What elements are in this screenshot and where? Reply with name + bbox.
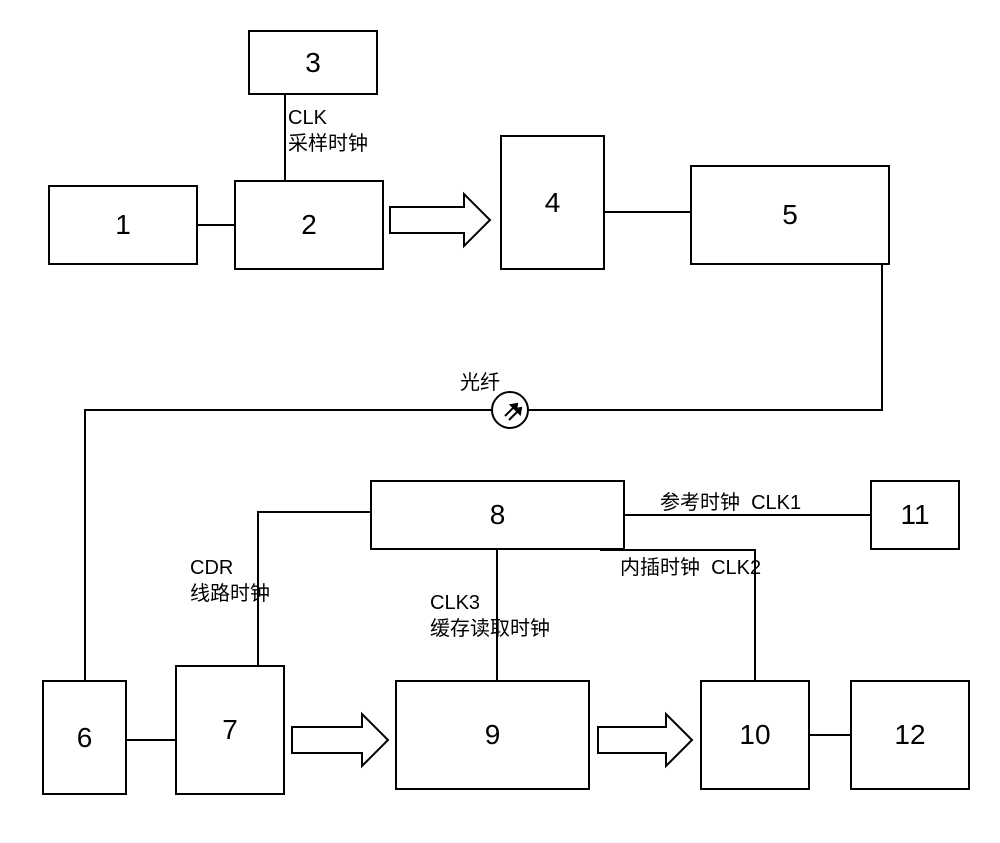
- node-label: 5: [782, 199, 798, 231]
- edge-n7_to_n8: [258, 512, 370, 665]
- node-label: 9: [485, 719, 501, 751]
- node-n1: 1: [48, 185, 198, 265]
- node-label: 6: [77, 722, 93, 754]
- edge-label-lbl_fiber: 光纤: [460, 370, 500, 396]
- diagram-canvas: 123456789101112 CLK 采样时钟光纤CDR 线路时钟CLK3 缓…: [0, 0, 1000, 843]
- hollow-arrow-n2-n4: [390, 194, 490, 246]
- node-label: 11: [900, 499, 929, 531]
- edge-label-lbl_clk_sample: CLK 采样时钟: [288, 105, 368, 157]
- node-n6: 6: [42, 680, 127, 795]
- node-label: 10: [739, 719, 770, 751]
- node-n3: 3: [248, 30, 378, 95]
- hollow-arrow-n9-n10: [598, 714, 692, 766]
- fiber-symbol-icon: [492, 392, 528, 428]
- node-label: 7: [222, 714, 238, 746]
- node-label: 12: [894, 719, 925, 751]
- fiber-arrow-icon: [505, 404, 517, 416]
- edge-label-lbl_interp_clk: 内插时钟 CLK2: [620, 555, 761, 581]
- node-n12: 12: [850, 680, 970, 790]
- node-label: 8: [490, 499, 506, 531]
- node-n11: 11: [870, 480, 960, 550]
- edge-label-lbl_cdr: CDR 线路时钟: [190, 555, 270, 607]
- fiber-arrowhead-icon: [511, 404, 517, 410]
- node-label: 2: [301, 209, 317, 241]
- edge-label-lbl_clk3: CLK3 缓存读取时钟: [430, 590, 550, 642]
- node-label: 1: [115, 209, 131, 241]
- node-n8: 8: [370, 480, 625, 550]
- node-label: 3: [305, 47, 321, 79]
- fiber-arrow-icon: [509, 408, 521, 420]
- node-n7: 7: [175, 665, 285, 795]
- fiber-arrowhead-icon: [515, 408, 521, 414]
- edge-label-lbl_ref_clk: 参考时钟 CLK1: [660, 490, 801, 516]
- hollow-arrow-n7-n9: [292, 714, 388, 766]
- node-n5: 5: [690, 165, 890, 265]
- node-n9: 9: [395, 680, 590, 790]
- node-n4: 4: [500, 135, 605, 270]
- node-n2: 2: [234, 180, 384, 270]
- node-label: 4: [545, 187, 561, 219]
- node-n10: 10: [700, 680, 810, 790]
